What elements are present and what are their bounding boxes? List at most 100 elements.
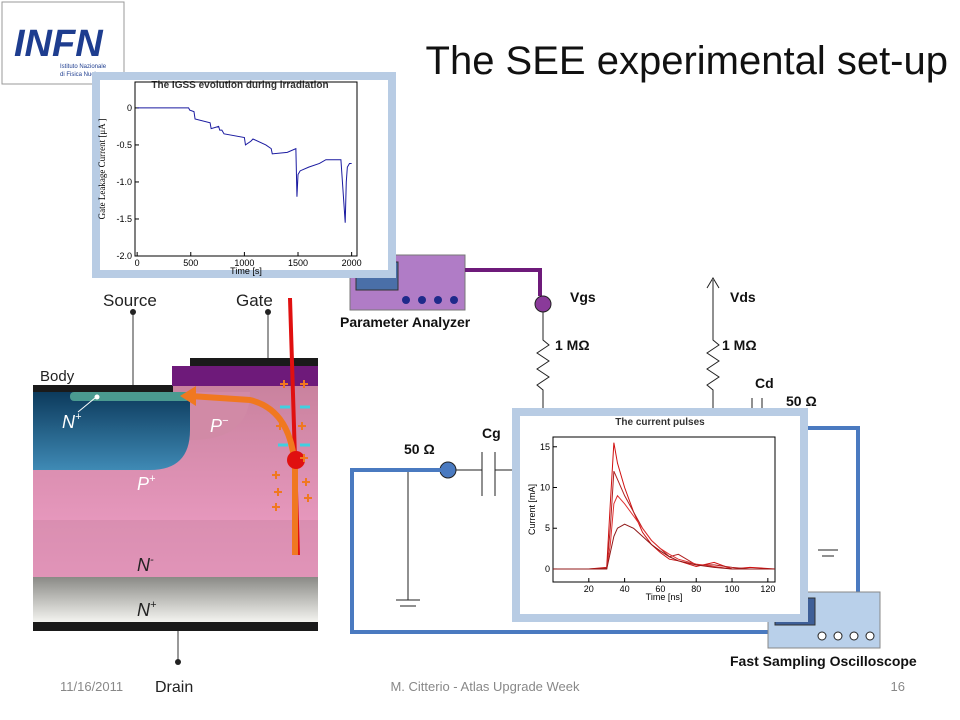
drain-resistor [706, 280, 720, 440]
logo-line: Istituto Nazionale [60, 64, 107, 70]
footer-date: 11/16/2011 [60, 679, 123, 694]
gate-oxide [172, 366, 318, 386]
knob [450, 296, 458, 304]
logo-box [1, 1, 125, 85]
region-label: P− [210, 415, 229, 436]
knob [833, 631, 843, 641]
base: N [137, 555, 151, 575]
device: Source Gate Body Drain N+ P− P+ N- N+ [33, 291, 318, 696]
y-tick-label: 15 [540, 442, 550, 452]
plot-area [134, 81, 358, 257]
x-tick-label: 40 [620, 584, 630, 594]
y-tick-label: -0.5 [116, 140, 132, 150]
y-tick-label: 0 [127, 103, 132, 113]
p-minus [190, 392, 250, 440]
x-tick-label: 1000 [234, 258, 254, 268]
x-tick-label: 120 [760, 584, 775, 594]
knob [402, 296, 410, 304]
pointer [77, 397, 96, 413]
source-label: Source [103, 291, 157, 310]
terminal [175, 659, 181, 665]
knob [434, 296, 442, 304]
y-tick-label: 0 [545, 564, 550, 574]
sup: + [149, 473, 156, 485]
x-tick-label: 80 [691, 584, 701, 594]
x-tick-label: 20 [584, 584, 594, 594]
region-label: P+ [137, 473, 156, 494]
sup: - [150, 554, 154, 566]
cd-label: Cd [755, 375, 774, 391]
footer-center: M. Citterio - Atlas Upgrade Week [390, 679, 580, 694]
vgs-label: Vgs [570, 289, 596, 305]
gate-resistor [536, 312, 550, 440]
base: N [62, 412, 76, 432]
ground [396, 470, 420, 607]
knob [817, 631, 827, 641]
n-plus-source [70, 392, 190, 401]
sup: − [222, 415, 229, 427]
drain-label: Drain [155, 679, 193, 696]
electrons [278, 405, 310, 447]
region-label: N- [137, 554, 154, 575]
chart-frame [512, 408, 808, 622]
cg-label: Cg [482, 425, 501, 441]
knob [865, 631, 875, 641]
x-tick-label: 60 [655, 584, 665, 594]
scope-label: Fast Sampling Oscilloscope [730, 653, 917, 669]
n-plus-substrate [33, 577, 318, 622]
source-metal [33, 385, 173, 392]
chart-title: The IGSS evolution during irradiation [151, 80, 328, 91]
x-tick-label: 0 [135, 258, 140, 268]
holes [272, 380, 312, 511]
analyzer-cable [465, 268, 542, 296]
logo-line: di Fisica Nucleare [60, 72, 108, 78]
coax-cable [350, 426, 860, 634]
body-label: Body [40, 368, 75, 385]
pointer-dot [94, 394, 100, 400]
y-tick-label: -1.0 [116, 177, 132, 187]
region-label: N+ [62, 411, 82, 432]
gate-label: Gate [236, 291, 273, 310]
arrow-head [180, 386, 196, 406]
gate-capacitor [456, 452, 512, 496]
p-well [33, 392, 190, 470]
chart-frame [92, 72, 396, 278]
logo-name: INFN [14, 23, 104, 65]
y-tick-label: -2.0 [116, 251, 132, 261]
region-label: N+ [137, 599, 157, 620]
x-tick-label: 100 [725, 584, 740, 594]
resistor-label: 50 Ω [786, 393, 817, 409]
footer-page: 16 [891, 679, 905, 694]
plot-area [552, 436, 776, 583]
x-tick-label: 1500 [288, 258, 308, 268]
y-tick-label: 10 [540, 483, 550, 493]
terminal [265, 309, 271, 315]
base: P [210, 416, 222, 436]
drain-metal [33, 622, 318, 631]
y-axis-label: Current [mA] [527, 484, 537, 535]
resistor-label: 50 Ω [404, 441, 435, 457]
knob [418, 296, 426, 304]
y-tick-label: -1.5 [116, 214, 132, 224]
series-line [137, 107, 352, 223]
base: P [137, 474, 149, 494]
slide-title: The SEE experimental set-up [426, 39, 948, 83]
resistor-label: 1 MΩ [555, 337, 590, 353]
knob [849, 631, 859, 641]
x-tick-label: 2000 [342, 258, 362, 268]
y-axis-label: Gate Leakage Current [μA ] [97, 119, 107, 220]
x-axis-label: Time [s] [230, 266, 262, 276]
sup: + [150, 599, 157, 611]
vds-arrow [706, 277, 720, 289]
ion [287, 451, 305, 469]
vds-label: Vds [730, 289, 756, 305]
y-tick-label: 5 [545, 523, 550, 533]
chart-title: The current pulses [615, 417, 705, 428]
x-axis-label: Time [ns] [646, 592, 683, 602]
sup: + [75, 411, 82, 423]
x-tick-label: 500 [183, 258, 198, 268]
gate-metal [190, 358, 318, 366]
base: N [137, 600, 151, 620]
